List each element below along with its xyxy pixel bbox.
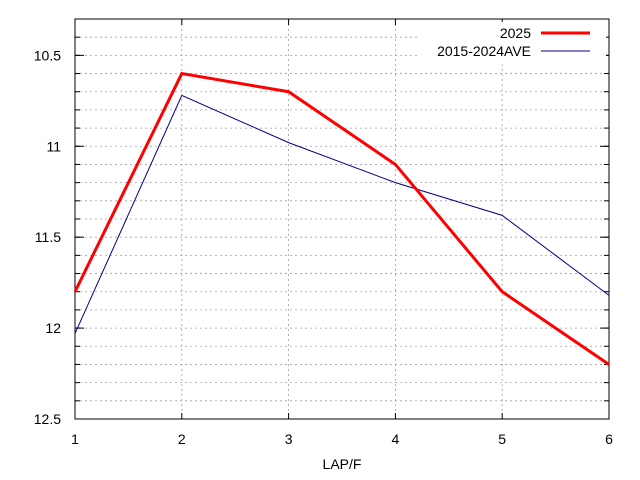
legend: 2025 2015-2024AVE [418, 22, 606, 62]
x-tick-label: 1 [71, 431, 79, 447]
y-tick-label: 12 [45, 320, 61, 336]
x-tick-label: 3 [285, 431, 293, 447]
y-tick-label: 10.5 [34, 47, 61, 63]
series-line-2025 [73, 71, 610, 366]
legend-label-2025: 2025 [500, 25, 531, 41]
grid [75, 19, 609, 419]
x-axis-title: LAP/F [323, 456, 362, 472]
y-tick-label: 11 [46, 138, 61, 154]
legend-label-2015-2024ave: 2015-2024AVE [437, 43, 531, 59]
y-tick-label: 11.5 [35, 229, 61, 245]
x-tick-label: 2 [178, 431, 186, 447]
x-tick-label: 4 [392, 431, 400, 447]
y-tick-label: 12.5 [34, 411, 61, 427]
x-tick-label: 5 [498, 431, 506, 447]
series-line-2015-2024ave [74, 94, 610, 334]
x-tick-label: 6 [605, 431, 613, 447]
legend-background [418, 22, 606, 62]
series-lines [73, 71, 610, 366]
